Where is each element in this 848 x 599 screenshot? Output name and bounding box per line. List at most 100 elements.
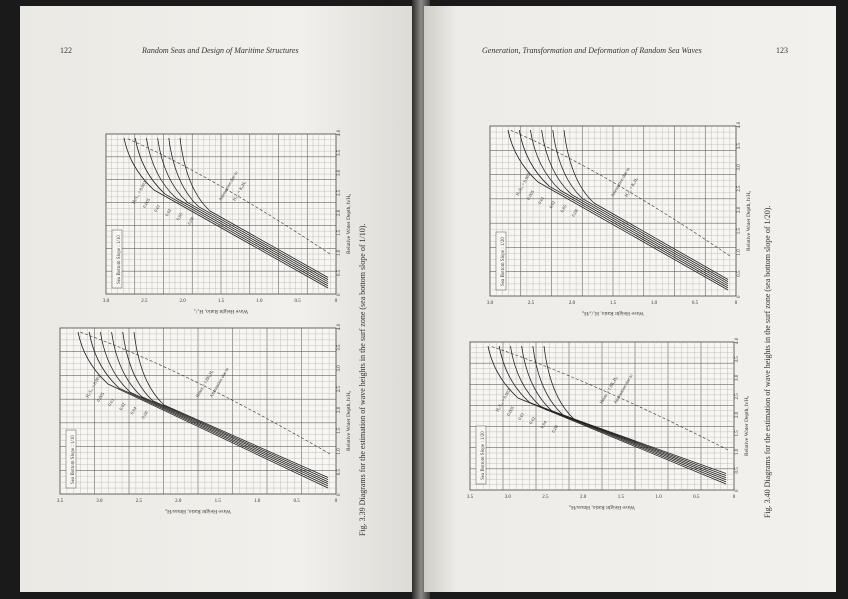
y-tick-label: 1.0: [254, 499, 261, 504]
wave-height-curve: [88, 331, 329, 487]
curve-label: 0.02: [528, 416, 536, 425]
slope-label: Sea Bottom Slope : 1/10: [117, 235, 122, 284]
wave-height-curve: [530, 129, 729, 287]
slope-label: Sea Bottom Slope : 1/20: [501, 237, 506, 286]
curve-label: 0.08: [551, 424, 560, 434]
slope-label-box: [495, 231, 507, 291]
x-tick-label: 2.5: [735, 393, 740, 400]
x-tick-label: 1.0: [337, 448, 342, 455]
y-tick-label: 1.5: [610, 301, 617, 306]
x-tick-label: 2.5: [337, 386, 342, 393]
x-tick-label: 4.0: [337, 323, 342, 330]
slope-label-box: [65, 429, 77, 489]
running-header: Generation, Transformation and Deformati…: [482, 46, 702, 55]
y-tick-label: 3.0: [96, 499, 103, 504]
y-axis-label: Wave Height Ratio, H₁/₃: [194, 308, 248, 314]
y-tick-label: 0.5: [295, 299, 302, 304]
page-number: 123: [776, 46, 788, 55]
x-axis-label: Relative Water Depth, h/H₀: [346, 194, 352, 254]
x-tick-label: 3.5: [337, 344, 342, 351]
y-tick-label: 2.5: [528, 301, 535, 306]
y-tick-label: 1.5: [218, 299, 225, 304]
x-tick-label: 3.5: [735, 356, 740, 363]
y-tick-label: 2.0: [175, 499, 182, 504]
wave-height-curve: [134, 137, 329, 287]
x-tick-label: 0: [737, 295, 742, 298]
x-tick-label: 0: [337, 293, 342, 296]
curve-label: 0.08: [571, 208, 580, 218]
wave-height-curve: [543, 345, 727, 474]
x-tick-label: 0.5: [337, 269, 342, 276]
envelope-curve: [509, 129, 731, 257]
wave-height-curve: [552, 129, 729, 282]
figure-caption: Fig. 3.40 Diagrams for the estimation of…: [763, 206, 772, 518]
y-tick-label: 0: [335, 299, 338, 304]
x-tick-label: 3.0: [735, 374, 740, 381]
slope-label: Sea Bottom Slope : 1/10: [71, 435, 76, 484]
y-tick-label: 1.0: [651, 301, 658, 306]
slope-label-box: [111, 229, 123, 289]
envelope-curve: [79, 331, 331, 455]
x-tick-label: 0: [735, 489, 740, 492]
curve-label: 0.005: [506, 405, 516, 417]
wave-height-curve: [507, 129, 729, 291]
x-tick-label: 4.0: [337, 129, 342, 136]
curve-label: 0.01: [153, 204, 161, 213]
x-tick-label: 4.0: [737, 121, 742, 128]
x-tick-label: 2.5: [737, 185, 742, 192]
curve-label: 0.02: [164, 208, 172, 217]
right-figures: 0 0.5 1.0 1.5 2.0 2.5 3.0 3.5 4.0 0 0.5 1.0 1.5 2.0 2.…: [467, 121, 772, 518]
wave-height-curve: [521, 345, 727, 479]
left-figures: 0 0.5 1.0 1.5 2.0 2.5 3.0 3.5 4.0 0 0.5 1.0 1.5 2.0 2.…: [57, 129, 367, 536]
curve-label: 0.08: [141, 410, 150, 420]
y-tick-label: 2.0: [580, 495, 587, 500]
chart-bottom-left: 0 0.5 1.0 1.5 2.0 2.5 3.0 3.5 4.0 0 0.5 1.0 1.5 2.0 2.…: [57, 323, 352, 514]
y-tick-label: 2.5: [136, 499, 143, 504]
x-tick-label: 1.5: [735, 430, 740, 437]
curve-label: 0.05: [175, 211, 184, 221]
wave-height-curve: [77, 331, 329, 489]
x-axis-label: Relative Water Depth, h/H₀: [746, 191, 752, 251]
y-axis-label: Wave Height Ratio, Hmax/H₀: [165, 508, 231, 514]
x-tick-label: 3.5: [737, 143, 742, 150]
slope-label: Sea Bottom Slope : 1/20: [481, 431, 486, 480]
curve-label: 0.01: [107, 398, 115, 407]
chart-bottom-right: 0 0.5 1.0 1.5 2.0 2.5 3.0 3.5 4.0 0 0.5 1.0 1.5 2.0 2.…: [467, 337, 750, 510]
wave-height-curve: [122, 331, 329, 480]
wave-height-curve: [100, 331, 329, 485]
y-tick-label: 3.0: [505, 495, 512, 500]
wave-height-curve: [168, 137, 329, 280]
curve-label: 0.005: [526, 189, 536, 201]
curve-label: 0.05: [559, 203, 568, 213]
envelope-curve: [489, 345, 729, 451]
page-number: 122: [60, 46, 72, 55]
x-tick-label: 3.0: [737, 164, 742, 171]
chart-top-right: 0 0.5 1.0 1.5 2.0 2.5 3.0 3.5 4.0 0 0.5 1.0 1.5 2.0 2.…: [487, 121, 752, 316]
chart-top-left: 0 0.5 1.0 1.5 2.0 2.5 3.0 3.5 4.0 0 0.5 1.0 1.5 2.0 2.…: [103, 129, 352, 314]
y-tick-label: 0: [733, 495, 736, 500]
curve-label: 0.02: [118, 402, 126, 411]
wave-height-curve: [541, 129, 729, 285]
curve-label: 0.01: [517, 412, 525, 421]
y-tick-label: 3.5: [57, 499, 64, 504]
y-tick-label: 2.5: [542, 495, 549, 500]
x-tick-label: 0: [337, 493, 342, 496]
wave-height-curve: [179, 137, 329, 278]
y-tick-label: 3.5: [467, 495, 474, 500]
x-axis-label: Relative Water Depth, h/H₀: [744, 396, 750, 456]
curve-label: 0.08: [187, 216, 196, 226]
y-tick-label: 0.5: [692, 301, 699, 306]
y-tick-label: 0: [335, 499, 338, 504]
x-tick-label: 0.5: [337, 469, 342, 476]
slope-label-box: [475, 425, 487, 485]
wave-height-curve: [510, 345, 727, 481]
x-axis-label: Relative Water Depth, h/H₀: [346, 391, 352, 451]
x-tick-label: 1.5: [337, 229, 342, 236]
y-tick-label: 1.0: [256, 299, 263, 304]
x-tick-label: 2.5: [337, 189, 342, 196]
y-tick-label: 1.0: [655, 495, 662, 500]
y-tick-label: 1.5: [618, 495, 625, 500]
x-tick-label: 1.5: [737, 228, 742, 235]
curve-label: 0.02: [548, 200, 556, 209]
